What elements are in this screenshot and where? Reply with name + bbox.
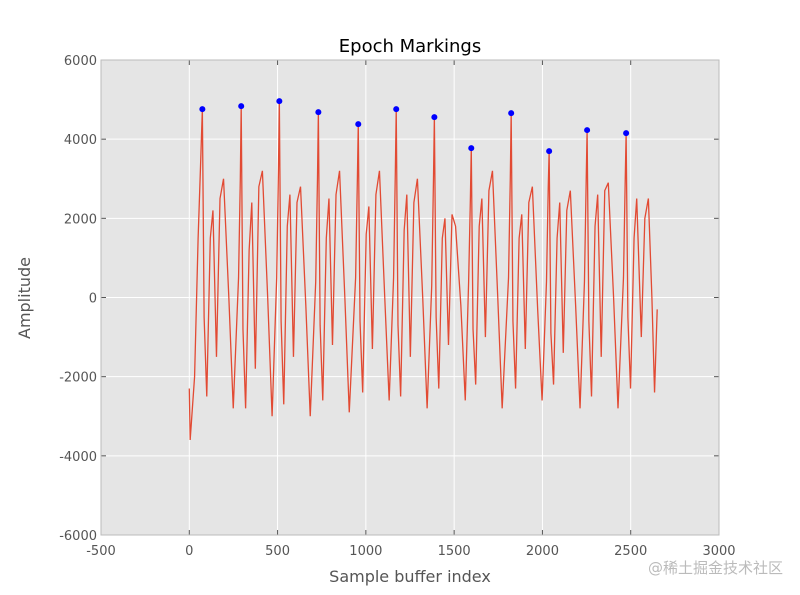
x-tick-label: -500 [86,544,116,559]
epoch-marker [468,145,475,152]
y-tick-label: 6000 [64,54,97,69]
epoch-marker [355,121,362,128]
x-tick-label: 500 [265,544,290,559]
x-tick-label: 2500 [614,544,647,559]
x-tick-label: 2000 [526,544,559,559]
epoch-marker [199,106,206,113]
epoch-marker [315,109,322,116]
y-tick-label: 4000 [64,133,97,148]
x-tick-label: 1500 [438,544,471,559]
epoch-marker [276,98,283,105]
signal-line [188,101,658,441]
y-tick-label: -2000 [59,371,97,386]
epoch-marker [393,106,400,113]
epoch-marker [623,130,630,137]
epoch-marker [508,110,515,117]
y-tick-label: -6000 [59,529,97,544]
x-axis-label: Sample buffer index [329,567,491,586]
y-tick-label: 2000 [64,212,97,227]
plot-frame [100,59,720,536]
epoch-marker [584,127,591,134]
epoch-marker [431,114,438,121]
x-tick-label: 3000 [702,544,735,559]
y-tick-label: 0 [89,292,97,307]
epoch-marker [546,148,553,155]
watermark: @稀土掘金技术社区 [648,559,783,577]
x-tick-label: 0 [185,544,193,559]
x-tick-label: 1000 [349,544,382,559]
epoch-marker [238,103,245,110]
y-tick-label: -4000 [59,450,97,465]
chart-title: Epoch Markings [339,36,481,57]
y-axis-label: Amplitude [15,257,34,339]
